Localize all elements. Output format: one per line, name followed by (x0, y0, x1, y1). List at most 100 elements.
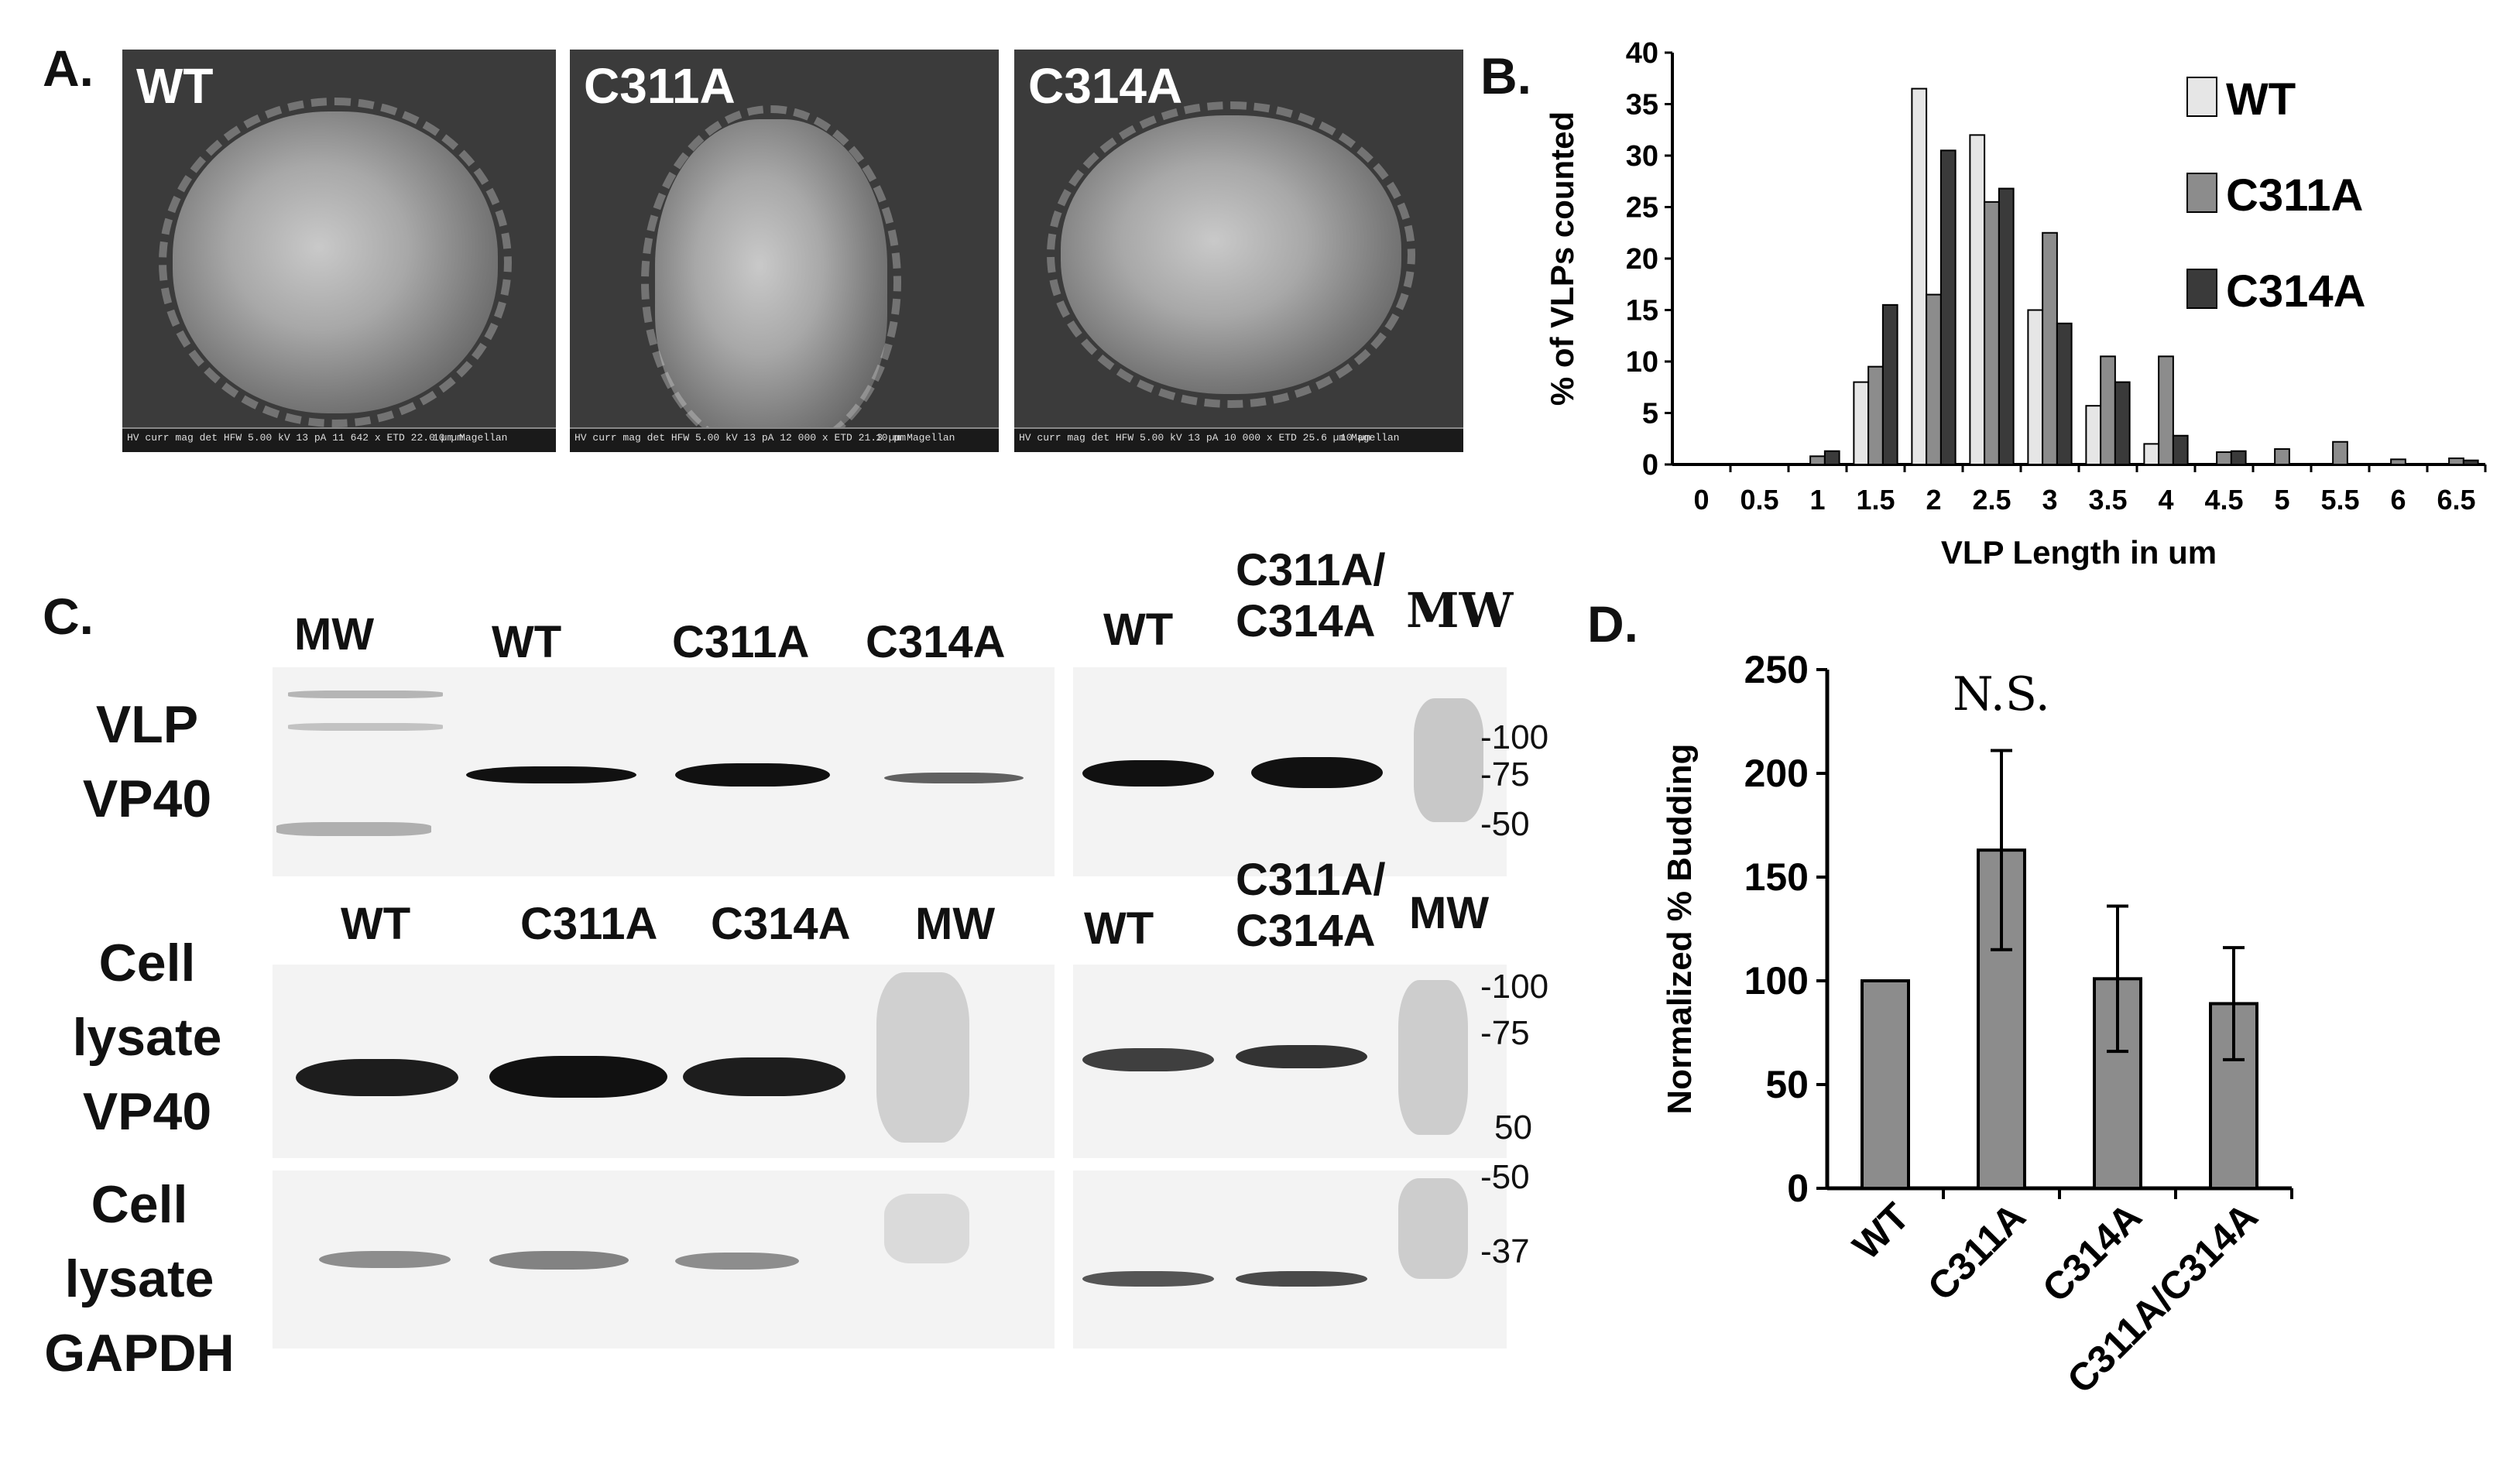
bar-c311a (1984, 200, 2000, 465)
sem-scalebar: HV curr mag det HFW 5.00 kV 13 pA 11 642… (122, 427, 556, 452)
sem-scale-text: 10 µm (875, 432, 906, 444)
blot-lysate-vp40-left (273, 965, 1055, 1158)
histogram-chart: 0 5 10 15 20 25 30 35 40 0 0.5 1 1.5 2 2.5 3 3.5 4 4.5 5 5.5… (1544, 37, 2487, 571)
x-tick-label: 2.5 (1972, 484, 2011, 516)
bar-c314a (2172, 434, 2189, 466)
row-label-line: VP40 (82, 1082, 212, 1141)
bar-c311a (1926, 293, 1942, 465)
blot-band (489, 1251, 629, 1270)
x-tick-label: 0 (1693, 484, 1709, 516)
blot-band (675, 1253, 799, 1270)
mw-marker-text: -100 (1480, 718, 1549, 756)
mw-ladder-band (288, 723, 443, 731)
legend-label-wt: WT (2226, 74, 2296, 125)
sem-scalebar: HV curr mag det HFW 5.00 kV 13 pA 12 000… (570, 427, 999, 452)
lane-label: WT (492, 617, 562, 667)
mw-ladder-band (876, 972, 969, 1143)
lane-label: WT (1084, 903, 1154, 954)
blot-lysate-vp40-right (1073, 965, 1507, 1158)
bar-c314a (1823, 450, 1840, 466)
y-tick-label: 15 (1626, 295, 1658, 327)
lane-label: C311A (520, 899, 658, 949)
lane-label-line: C311A/ (1236, 545, 1386, 595)
blot-band (1082, 1048, 1214, 1071)
lane-label: WT (1103, 605, 1174, 655)
mw-marker-text: -100 (1480, 968, 1549, 1006)
sem-scale-text: 10 µm (432, 432, 463, 444)
mw-ladder-band (1414, 698, 1483, 822)
y-tick-label: 20 (1626, 243, 1658, 276)
blot-vlp-right (1073, 667, 1507, 876)
y-tick-label: 35 (1626, 89, 1658, 122)
mw-label: MW (1409, 888, 1490, 938)
x-tick-label: 1.5 (1856, 484, 1895, 516)
bar-c311a (2042, 231, 2058, 465)
sem-cell (1047, 101, 1415, 408)
x-tick-label: 6 (2390, 484, 2406, 516)
sem-scalebar: HV curr mag det HFW 5.00 kV 13 pA 10 000… (1014, 427, 1463, 452)
bar-c314a (1939, 149, 1957, 465)
legend-swatch-c314a (2186, 269, 2217, 309)
blot-band (466, 766, 636, 783)
lane-label: MW (294, 609, 375, 660)
x-tick-label: 1 (1809, 484, 1825, 516)
row-label-lysate-vp40: Cell lysate VP40 (54, 926, 240, 1149)
legend-label-c311a: C311A (2226, 170, 2363, 221)
y-axis-title: Normalized % Budding (1661, 743, 1699, 1114)
mw-marker-text: 50 (1494, 1109, 1532, 1146)
sem-cell (641, 105, 901, 452)
row-label-line: Cell (91, 1175, 188, 1234)
y-tick-label: 100 (1744, 959, 1809, 1002)
y-tick-label: 10 (1626, 346, 1658, 379)
bar-c314a (1998, 187, 2015, 465)
mw-marker-text: -50 (1480, 1158, 1530, 1196)
sem-image-wt: WT HV curr mag det HFW 5.00 kV 13 pA 11 … (122, 50, 556, 452)
sem-scale-text: 10 µm (1339, 432, 1370, 444)
x-axis-title: VLP Length in um (1941, 534, 2217, 571)
lane-label: WT (341, 899, 411, 949)
mw-ladder-band (884, 1194, 969, 1263)
blot-band (319, 1251, 451, 1268)
blot-band (1236, 1271, 1367, 1287)
sem-image-c311a: C311A HV curr mag det HFW 5.00 kV 13 pA … (570, 50, 999, 452)
bar-c311a (2390, 458, 2406, 465)
blot-band (1082, 1271, 1214, 1287)
sem-image-c314a: C314A HV curr mag det HFW 5.00 kV 13 pA … (1014, 50, 1463, 452)
row-label-line: GAPDH (44, 1324, 235, 1383)
x-tick-label: 3.5 (2088, 484, 2127, 516)
x-tick-label: WT (1844, 1194, 1918, 1268)
x-tick-label: 4 (2158, 484, 2173, 516)
row-label-lysate-gapdh: Cell lysate GAPDH (15, 1167, 263, 1390)
blot-band (1236, 1045, 1367, 1068)
mw-ladder-band (1398, 1178, 1468, 1279)
sem-cell (159, 98, 512, 427)
legend-swatch-wt (2186, 77, 2217, 117)
lane-label-line: C311A/ (1236, 855, 1386, 905)
x-tick-label: 4.5 (2204, 484, 2243, 516)
lane-label: C311A (672, 617, 810, 667)
bar-wt (1861, 979, 1910, 1190)
mw-marker-text: -37 (1480, 1232, 1530, 1270)
bar-c314a (1881, 303, 1898, 465)
row-label-line: VP40 (82, 769, 212, 828)
mw-ladder-band (1398, 980, 1468, 1135)
blot-band (296, 1059, 458, 1096)
blot-gapdh-left (273, 1170, 1055, 1349)
lane-label: C314A (866, 617, 1006, 667)
y-tick-label: 200 (1744, 752, 1809, 795)
y-tick-label: 0 (1642, 449, 1658, 482)
bar-c314a (2114, 381, 2131, 466)
bar-c311a (2274, 448, 2290, 465)
sem-meta: HV curr mag det HFW 5.00 kV 13 pA 11 642… (127, 432, 508, 444)
bar-c311a (2216, 451, 2232, 465)
blot-gapdh-right (1073, 1170, 1507, 1349)
lane-label: MW (915, 899, 996, 949)
mw-marker-text: -50 (1480, 805, 1530, 843)
x-tick-label: 0.5 (1740, 484, 1778, 516)
bar-c314a (2462, 459, 2479, 465)
sem-label-c314a: C314A (1028, 58, 1183, 114)
blot-band (489, 1056, 667, 1098)
legend-swatch-c311a (2186, 173, 2217, 213)
y-tick-label: 0 (1787, 1167, 1809, 1210)
